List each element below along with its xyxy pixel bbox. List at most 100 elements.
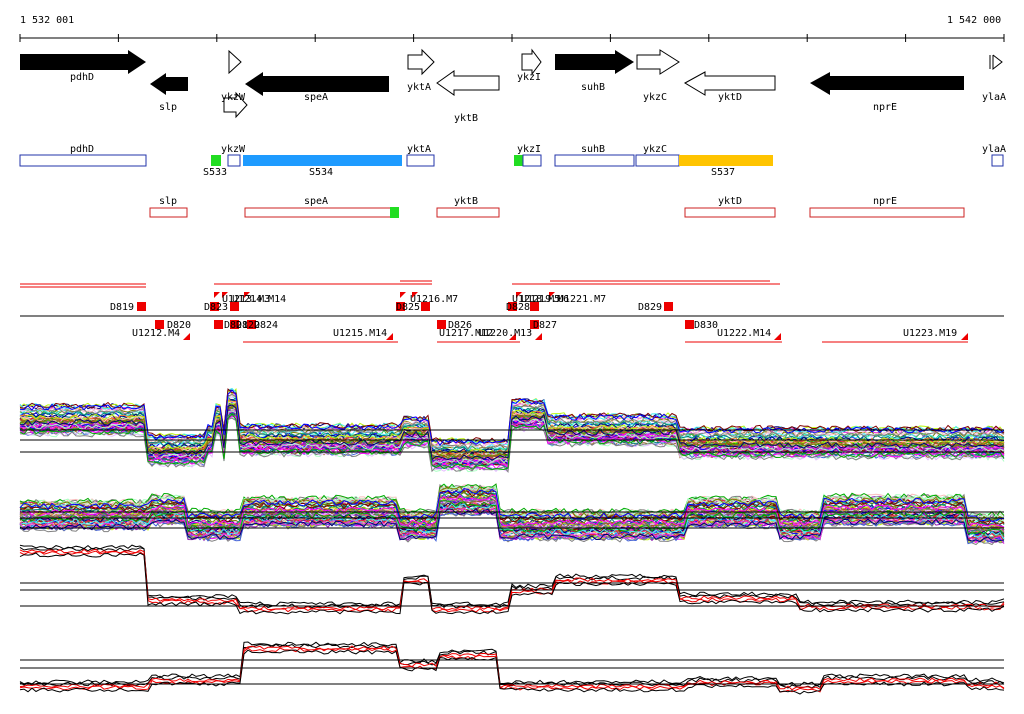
gene-arrow-ykzW-a[interactable] xyxy=(228,49,242,75)
transcript-box-S534[interactable] xyxy=(243,155,402,166)
feature-label-U1220: U1220.M13 xyxy=(478,328,532,339)
gene-arrow-ykzW-b[interactable] xyxy=(223,91,248,119)
transcript-label-S534: S534 xyxy=(309,167,333,178)
expression-trace xyxy=(19,649,1005,695)
feature-marker[interactable] xyxy=(386,333,393,340)
feature-label-D824: D824 xyxy=(254,320,278,331)
gene-arrow-slp[interactable] xyxy=(150,73,188,95)
expression-trace xyxy=(19,645,1005,691)
feature-label-D822: D822 xyxy=(236,320,260,331)
feature-label-D821: D821 xyxy=(224,320,248,331)
transcript-box-ylaA[interactable] xyxy=(991,154,1004,167)
transcript-box-S533[interactable] xyxy=(211,155,221,166)
feature-marker[interactable] xyxy=(437,320,446,329)
transcript-box-ykzI[interactable] xyxy=(522,154,542,167)
feature-label-U1221: U1221.M7 xyxy=(558,294,606,305)
feature-marker[interactable] xyxy=(535,333,542,340)
gene-label-nprE: nprE xyxy=(873,102,897,113)
feature-marker[interactable] xyxy=(214,320,223,329)
feature-marker[interactable] xyxy=(421,302,430,311)
feature-marker[interactable] xyxy=(664,302,673,311)
transcript-label-ylaA: ylaA xyxy=(982,144,1006,155)
transcript-box-speA[interactable] xyxy=(244,207,393,218)
transcript-label-yktA: yktA xyxy=(407,144,431,155)
gene-arrow-suhB[interactable] xyxy=(555,50,634,74)
gene-label-ylaA: ylaA xyxy=(982,92,1006,103)
feature-label-D823: D823 xyxy=(204,302,228,313)
gene-arrow-nprE[interactable] xyxy=(810,72,964,95)
feature-label-D825: D825 xyxy=(396,302,420,313)
transcript-box-yktB[interactable] xyxy=(436,207,500,218)
feature-marker[interactable] xyxy=(530,320,539,329)
transcript-box-S537[interactable] xyxy=(679,155,773,166)
gene-arrow-ykzI[interactable] xyxy=(521,48,542,76)
expression-trace xyxy=(19,388,1005,444)
gene-arrow-ylaA[interactable] xyxy=(992,54,1003,71)
transcript-box-yktD[interactable] xyxy=(684,207,776,218)
ruler-end-label: 1 542 000 xyxy=(947,15,1001,26)
feature-marker[interactable] xyxy=(685,320,694,329)
feature-marker[interactable] xyxy=(400,292,406,298)
gene-arrow-yktB[interactable] xyxy=(436,70,500,96)
transcript-box-ykzW[interactable] xyxy=(227,154,241,167)
feature-marker[interactable] xyxy=(214,292,220,298)
transcript-box-yktA[interactable] xyxy=(406,154,435,167)
transcript-box-nprE[interactable] xyxy=(809,207,965,218)
feature-marker[interactable] xyxy=(244,292,250,298)
gene-label-ykzW: ykzW xyxy=(221,92,246,103)
feature-marker[interactable] xyxy=(961,333,968,340)
expression-trace xyxy=(19,502,1005,540)
ruler-start-label: 1 532 001 xyxy=(20,15,74,26)
gene-arrow-yktD[interactable] xyxy=(683,71,776,96)
feature-marker[interactable] xyxy=(509,333,516,340)
transcript-label-slp: slp xyxy=(159,196,177,207)
feature-marker[interactable] xyxy=(412,292,418,298)
feature-marker[interactable] xyxy=(137,302,146,311)
feature-marker[interactable] xyxy=(516,292,522,298)
feature-label-U1216: U1216.M7 xyxy=(410,294,458,305)
transcript-label-ykzI: ykzI xyxy=(517,144,541,155)
feature-marker[interactable] xyxy=(210,302,219,311)
gene-label-speA: speA xyxy=(304,92,328,103)
feature-label-D826: D826 xyxy=(448,320,472,331)
feature-marker[interactable] xyxy=(530,302,539,311)
feature-marker[interactable] xyxy=(549,292,555,298)
expression-panel-2 xyxy=(19,482,1005,546)
transcript-box-slp[interactable] xyxy=(149,207,188,218)
expression-trace xyxy=(19,404,1005,461)
expression-trace xyxy=(19,550,1005,613)
feature-label-D828: D828 xyxy=(506,302,530,313)
gene-label-slp: slp xyxy=(159,102,177,113)
gene-arrow-ykzC[interactable] xyxy=(636,49,680,75)
expression-trace xyxy=(19,507,1005,543)
gene-arrow-speA[interactable] xyxy=(245,72,389,96)
expression-trace xyxy=(19,500,1005,536)
transcript-label-nprE: nprE xyxy=(873,196,897,207)
expression-trace xyxy=(19,643,1005,689)
transcript-label-suhB: suhB xyxy=(581,144,605,155)
transcript-label-S533: S533 xyxy=(203,167,227,178)
transcript-label-S537: S537 xyxy=(711,167,735,178)
feature-marker[interactable] xyxy=(247,320,256,329)
gene-arrow-pdhD[interactable] xyxy=(20,50,146,74)
transcript-box-ykzI-green[interactable] xyxy=(514,155,523,166)
expression-trace xyxy=(19,546,1005,609)
gene-arrow-yktA[interactable] xyxy=(407,48,435,76)
feature-marker[interactable] xyxy=(396,302,405,311)
feature-marker[interactable] xyxy=(774,333,781,340)
feature-marker[interactable] xyxy=(222,292,228,298)
gene-label-yktB: yktB xyxy=(454,113,478,124)
feature-marker[interactable] xyxy=(508,302,517,311)
transcript-box-speA-green[interactable] xyxy=(390,207,399,218)
feature-marker[interactable] xyxy=(183,333,190,340)
expression-panel-4 xyxy=(19,641,1005,695)
feature-marker[interactable] xyxy=(230,302,239,311)
feature-marker[interactable] xyxy=(230,320,239,329)
reverse-transcript-track: slp speA yktB yktD nprE xyxy=(149,196,965,218)
transcript-box-pdhD[interactable] xyxy=(19,154,147,167)
feature-marker[interactable] xyxy=(155,320,164,329)
expression-trace xyxy=(19,488,1005,523)
transcript-box-suhB[interactable] xyxy=(554,154,635,167)
transcript-box-ykzC[interactable] xyxy=(635,154,680,167)
expression-trace xyxy=(19,490,1005,526)
